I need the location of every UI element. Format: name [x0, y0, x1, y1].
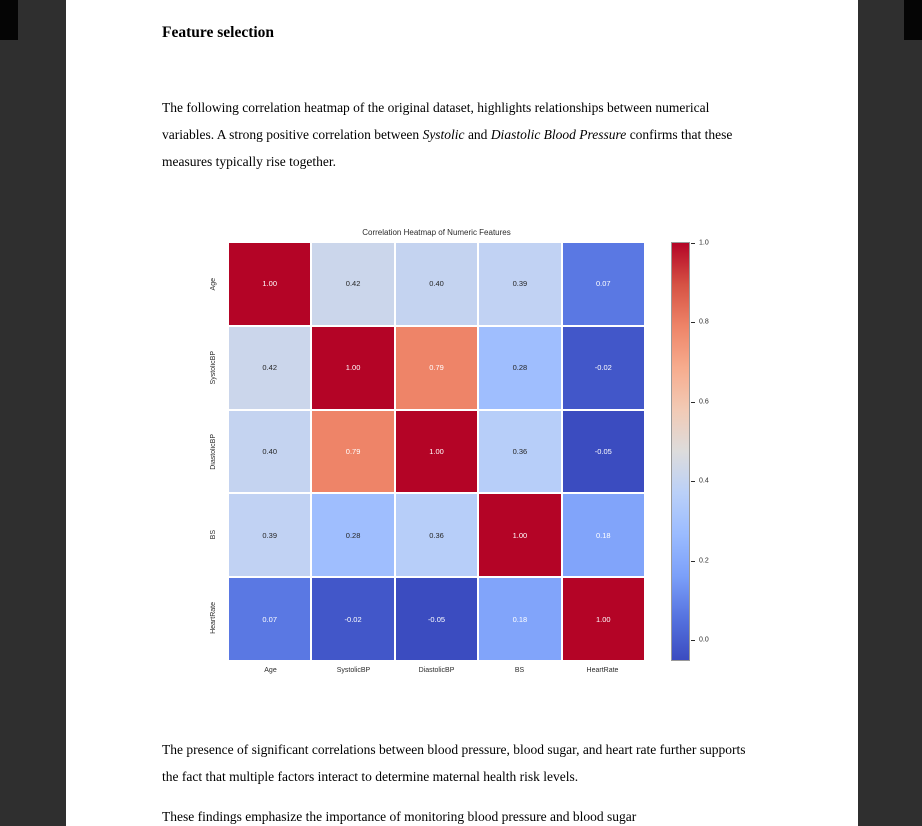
heatmap-cell: 0.40 [395, 243, 478, 325]
x-axis-tick-label: BS [514, 667, 525, 674]
colorbar-tick-mark [691, 481, 695, 483]
paragraph-intro-text: confirms that these measures typically r… [162, 127, 733, 169]
paragraph-findings: These findings emphasize the importance … [162, 809, 637, 824]
colorbar-tick-mark [691, 322, 695, 324]
heatmap-cell: 0.39 [229, 494, 311, 577]
window-chrome-corner-left [0, 0, 18, 40]
heatmap-cell: -0.02 [312, 578, 394, 660]
colorbar-tick-label: 1.0 [699, 239, 709, 247]
colorbar [671, 242, 690, 661]
document-page: Feature selection The following correlat… [66, 0, 858, 826]
x-axis-tick-label: DiastolicBP [418, 667, 455, 674]
heatmap-cell: 0.42 [312, 243, 394, 325]
x-axis-tick-label: HeartRate [586, 667, 619, 674]
paragraph-intro: The following correlation heatmap of the… [162, 94, 762, 175]
heatmap-cell: 0.18 [562, 494, 644, 577]
paragraph-correlations: The presence of significant correlations… [162, 742, 746, 784]
colorbar-tick-label: 0.0 [699, 636, 709, 644]
heatmap-grid: 1.00 0.42 0.40 0.39 0.07 0.42 1.00 0.79 0.28 -0.0… [229, 243, 644, 660]
y-axis-tick-label-text: BS [209, 530, 217, 540]
y-axis-tick-label: Age [204, 243, 222, 326]
colorbar-tick-label: 0.4 [699, 477, 709, 485]
y-axis-tick-label-text: HeartRate [209, 602, 217, 635]
colorbar-tick-mark [691, 401, 695, 403]
heatmap-cell: 0.42 [229, 326, 311, 409]
italic-term-systolic: Systolic [422, 127, 465, 142]
heatmap-cell: 1.00 [229, 243, 311, 325]
chart-title: Correlation Heatmap of Numeric Features [362, 228, 511, 237]
x-axis-tick-label: Age [264, 667, 277, 674]
y-axis-labels: Age SystolicBP DiastolicBP BS HeartRate [204, 243, 222, 660]
colorbar-tick-mark [691, 243, 695, 244]
italic-term-diastolic-blood-pressure: Diastolic Blood Pressure [490, 127, 627, 142]
heatmap-cell: 0.28 [479, 326, 561, 409]
heatmap-cell: 0.40 [229, 410, 311, 493]
colorbar-tick-label: 0.8 [699, 318, 709, 326]
y-axis-tick-label-text: DiastolicBP [209, 433, 217, 470]
y-axis-tick-label: BS [204, 493, 222, 576]
heatmap-cell: 0.36 [395, 494, 478, 577]
paragraph-intro-text: The following correlation heatmap of the… [162, 100, 710, 142]
x-axis-tick-label: SystolicBP [336, 667, 371, 674]
heatmap-cell: 1.00 [562, 578, 644, 660]
colorbar-tick-label: 0.2 [699, 557, 709, 565]
window-chrome-corner-right [904, 0, 922, 40]
section-heading: Feature selection [162, 24, 275, 41]
heatmap-cell: 0.39 [479, 243, 561, 325]
colorbar-tick-label: 0.6 [699, 398, 709, 406]
heatmap-cell: 0.07 [229, 578, 311, 660]
heatmap-cell: -0.05 [562, 410, 644, 493]
heatmap-cell: 0.79 [312, 410, 394, 493]
heatmap-cell: 0.79 [395, 326, 478, 409]
colorbar-tick-mark [691, 640, 695, 642]
heatmap-cell: -0.02 [562, 326, 644, 409]
heatmap-cell: 1.00 [312, 326, 394, 409]
heatmap-cell: 1.00 [395, 410, 478, 493]
y-axis-tick-label-text: Age [209, 278, 217, 291]
y-axis-tick-label-text: SystolicBP [209, 351, 217, 385]
y-axis-tick-label: HeartRate [204, 577, 222, 660]
y-axis-tick-label: SystolicBP [204, 326, 222, 409]
heatmap-cell: 0.28 [312, 494, 394, 577]
heatmap-cell: 0.18 [479, 578, 561, 660]
paragraph-intro-text: and [464, 127, 491, 142]
heatmap-cell: -0.05 [395, 578, 478, 660]
heatmap-cell: 0.36 [479, 410, 561, 493]
heatmap-cell: 1.00 [479, 494, 561, 577]
x-axis-labels: Age SystolicBP DiastolicBP BS HeartRate [229, 667, 644, 674]
correlation-heatmap-figure: Correlation Heatmap of Numeric Features … [186, 225, 766, 691]
colorbar-tick-mark [691, 560, 695, 562]
y-axis-tick-label: DiastolicBP [204, 410, 222, 493]
heatmap-cell: 0.07 [562, 243, 644, 325]
